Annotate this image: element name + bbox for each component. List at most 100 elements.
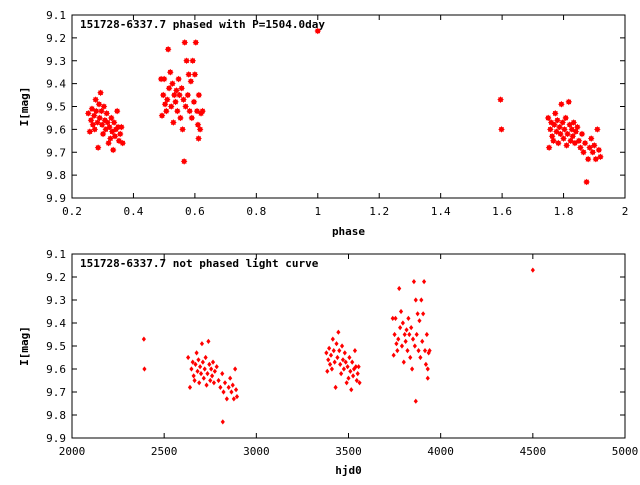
data-point xyxy=(586,144,593,151)
data-point xyxy=(561,126,568,133)
y-tick-label: 9.1 xyxy=(46,9,66,22)
data-point xyxy=(351,366,357,372)
data-point xyxy=(196,126,204,133)
data-point xyxy=(195,368,200,374)
data-point xyxy=(182,103,189,110)
data-point xyxy=(410,366,415,372)
data-point xyxy=(167,68,174,76)
data-point xyxy=(348,368,353,374)
data-point xyxy=(587,135,595,142)
y-axis-label: I[mag] xyxy=(18,87,31,127)
data-point xyxy=(402,331,407,338)
data-point xyxy=(557,130,564,138)
data-point xyxy=(413,398,418,404)
x-tick-label: 2000 xyxy=(59,445,86,458)
data-point xyxy=(415,311,420,317)
y-tick-label: 9.3 xyxy=(46,294,66,307)
y-tick-label: 9.9 xyxy=(46,192,66,205)
data-point xyxy=(425,366,430,372)
data-point xyxy=(352,348,358,354)
data-point xyxy=(548,132,556,140)
x-tick-label: 5000 xyxy=(612,445,639,458)
data-point xyxy=(107,135,114,142)
data-point xyxy=(390,315,395,321)
data-point xyxy=(186,354,191,361)
data-point xyxy=(417,318,422,324)
data-point xyxy=(109,146,117,154)
data-point xyxy=(421,311,426,317)
data-point xyxy=(347,354,352,361)
x-tick-label: 0.2 xyxy=(62,205,82,218)
data-point xyxy=(560,135,567,142)
data-point xyxy=(177,114,184,122)
data-point xyxy=(187,384,193,390)
data-point xyxy=(110,119,118,126)
data-point xyxy=(592,155,600,163)
data-point xyxy=(88,105,96,113)
data-point xyxy=(330,336,335,342)
data-point xyxy=(324,350,329,356)
data-point xyxy=(220,371,225,377)
data-point xyxy=(336,329,341,335)
data-point xyxy=(497,96,504,103)
data-point xyxy=(559,119,566,126)
y-tick-label: 9.7 xyxy=(46,146,66,159)
data-point xyxy=(141,336,146,342)
plot-title: 151728-6337.7 phased with P=1504.0day xyxy=(80,18,325,31)
data-point xyxy=(94,144,102,151)
plot-frame xyxy=(71,14,626,199)
data-point xyxy=(175,75,182,83)
data-point xyxy=(195,91,203,99)
data-point xyxy=(118,123,125,131)
plot-frame xyxy=(71,253,626,439)
data-point xyxy=(214,364,219,370)
data-point xyxy=(191,373,196,379)
data-point xyxy=(329,366,334,372)
data-point xyxy=(210,373,215,379)
data-point xyxy=(404,327,409,333)
data-point xyxy=(94,119,101,126)
data-point xyxy=(412,343,417,349)
data-point xyxy=(353,364,358,370)
y-tick-label: 9.8 xyxy=(46,409,66,422)
data-point xyxy=(335,354,340,361)
data-point xyxy=(210,359,216,365)
data-point xyxy=(96,114,103,122)
data-point xyxy=(218,384,223,390)
data-point xyxy=(350,359,355,365)
data-point xyxy=(180,158,188,165)
data-point xyxy=(355,371,360,377)
data-point xyxy=(356,364,361,370)
data-point xyxy=(590,142,598,149)
data-point xyxy=(421,279,427,285)
data-point xyxy=(165,84,173,92)
data-point xyxy=(558,100,565,108)
data-point xyxy=(575,137,583,145)
data-point xyxy=(207,361,212,367)
data-point xyxy=(327,345,332,351)
data-point xyxy=(401,359,406,365)
data-point xyxy=(98,121,106,129)
data-point xyxy=(180,96,187,103)
data-point xyxy=(339,371,344,377)
data-point xyxy=(216,377,221,384)
data-point xyxy=(349,387,354,393)
data-point xyxy=(99,130,107,138)
data-point xyxy=(184,91,192,99)
data-point xyxy=(392,331,397,338)
data-point xyxy=(391,352,396,358)
unphased-light-curve-panel: 2000 2500 3000 3500 4000 4500 5000 9.1 9.2 9.3 9.4… xyxy=(18,248,638,477)
x-tick-label: 0.6 xyxy=(185,205,205,218)
data-point xyxy=(564,130,571,138)
y-tick-label: 9.8 xyxy=(46,169,66,182)
data-point xyxy=(199,341,205,347)
data-point xyxy=(187,78,195,85)
data-point xyxy=(190,359,195,365)
data-point xyxy=(185,71,193,78)
x-tick-label: 4500 xyxy=(520,445,547,458)
data-point xyxy=(554,116,561,124)
data-point xyxy=(357,380,362,386)
data-point xyxy=(169,80,176,87)
data-point xyxy=(408,354,413,361)
